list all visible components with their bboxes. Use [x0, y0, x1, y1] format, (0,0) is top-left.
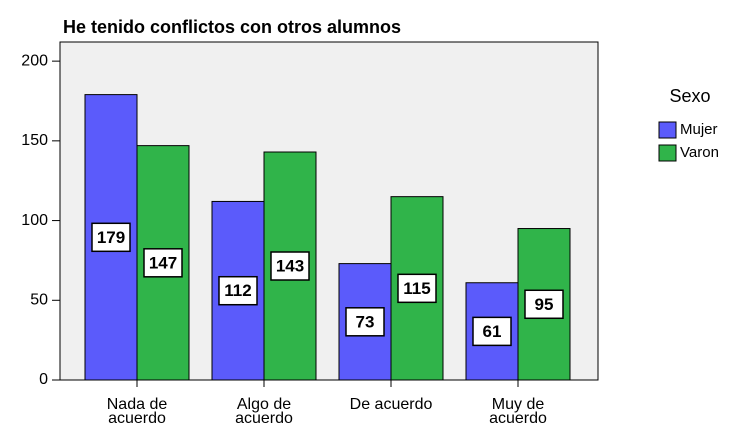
y-tick-label: 50 [30, 292, 48, 309]
value-label: 179 [97, 228, 125, 247]
value-label-box [345, 307, 385, 337]
x-tick-label: Muy de acuerdo [489, 396, 547, 427]
chart-title: He tenido conflictos con otros alumnos [63, 17, 401, 37]
legend-label: Varon [680, 144, 719, 161]
value-label-box [270, 251, 310, 281]
value-label: 73 [356, 312, 375, 331]
value-label: 95 [535, 295, 554, 314]
y-tick-label: 100 [21, 212, 48, 229]
value-label: 115 [403, 279, 430, 298]
value-label: 143 [276, 256, 304, 275]
value-label: 112 [224, 281, 251, 300]
value-label: 61 [483, 322, 502, 341]
y-tick-label: 200 [21, 52, 48, 69]
value-label-box [472, 316, 512, 347]
legend-swatch [658, 144, 677, 162]
legend-swatch [658, 121, 677, 139]
legend-title: Sexo [669, 86, 710, 106]
y-tick-label: 150 [21, 132, 48, 149]
x-tick-label: Algo de acuerdo [235, 396, 293, 427]
y-tick-label: 0 [39, 371, 48, 388]
value-label-box [143, 248, 183, 278]
value-label: 147 [149, 253, 177, 272]
value-label-box [397, 273, 437, 304]
value-label-box [91, 222, 131, 253]
value-label-box [524, 289, 564, 320]
x-tick-label: De acuerdo [349, 396, 433, 413]
value-label-box [218, 275, 258, 306]
legend-label: Mujer [680, 121, 718, 138]
x-tick-label: Nada de acuerdo [106, 396, 168, 427]
